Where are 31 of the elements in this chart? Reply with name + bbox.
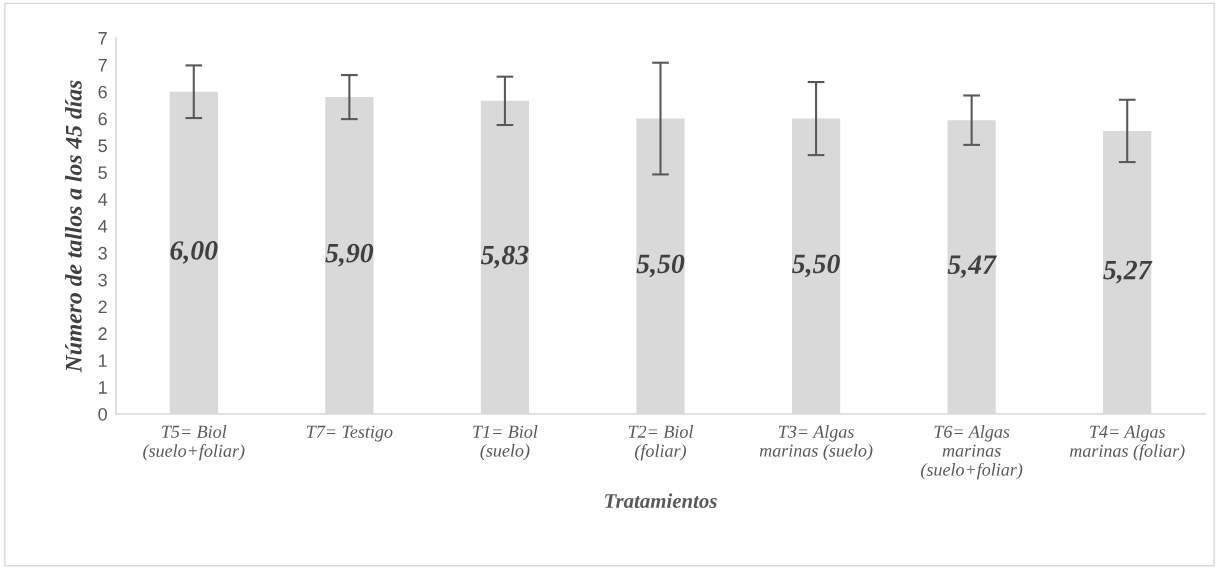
data-label: 6,00 bbox=[170, 241, 218, 264]
y-tick-label: 4 bbox=[98, 220, 108, 233]
y-tick-label: 2 bbox=[98, 327, 107, 340]
y-tick-label: 7 bbox=[98, 58, 107, 72]
y-tick-label: 0 bbox=[98, 407, 107, 421]
x-tick-label: T7= Testigo bbox=[306, 425, 393, 442]
x-tick-label: T6= Algas marinas (suelo+foliar) bbox=[921, 425, 1023, 480]
y-tick-label: 5 bbox=[98, 166, 107, 180]
y-tick-label: 7 bbox=[98, 32, 107, 45]
x-axis-title: Tratamientos bbox=[605, 493, 717, 509]
y-tick-label: 1 bbox=[99, 354, 107, 367]
y-tick-label: 3 bbox=[98, 273, 107, 287]
y-tick-label: 5 bbox=[98, 139, 107, 153]
x-tick-label: T4= Algas marinas (foliar) bbox=[1069, 425, 1185, 461]
y-tick-label: 4 bbox=[98, 193, 108, 206]
x-tick-label: T1= Biol (suelo) bbox=[473, 425, 538, 461]
data-label: 5,47 bbox=[947, 255, 997, 279]
y-tick-label: 2 bbox=[98, 300, 107, 314]
data-label: 5,83 bbox=[480, 245, 529, 269]
data-label: 5,90 bbox=[325, 243, 374, 267]
x-tick-label: T5= Biol (suelo+foliar) bbox=[143, 425, 245, 461]
x-tick-label: T3= Algas marinas (suelo) bbox=[759, 425, 873, 461]
y-tick-label: 6 bbox=[98, 85, 107, 99]
x-tick-label: T2= Biol (foliar) bbox=[628, 425, 694, 461]
y-axis-title: Número de tallos a los 45 días bbox=[65, 80, 82, 373]
data-label: 5,50 bbox=[636, 254, 685, 278]
data-label: 5,50 bbox=[792, 254, 840, 278]
y-tick-label: 6 bbox=[98, 112, 107, 126]
data-label: 5,27 bbox=[1103, 260, 1153, 284]
y-tick-label: 1 bbox=[99, 381, 107, 394]
y-tick-label: 3 bbox=[98, 246, 107, 260]
